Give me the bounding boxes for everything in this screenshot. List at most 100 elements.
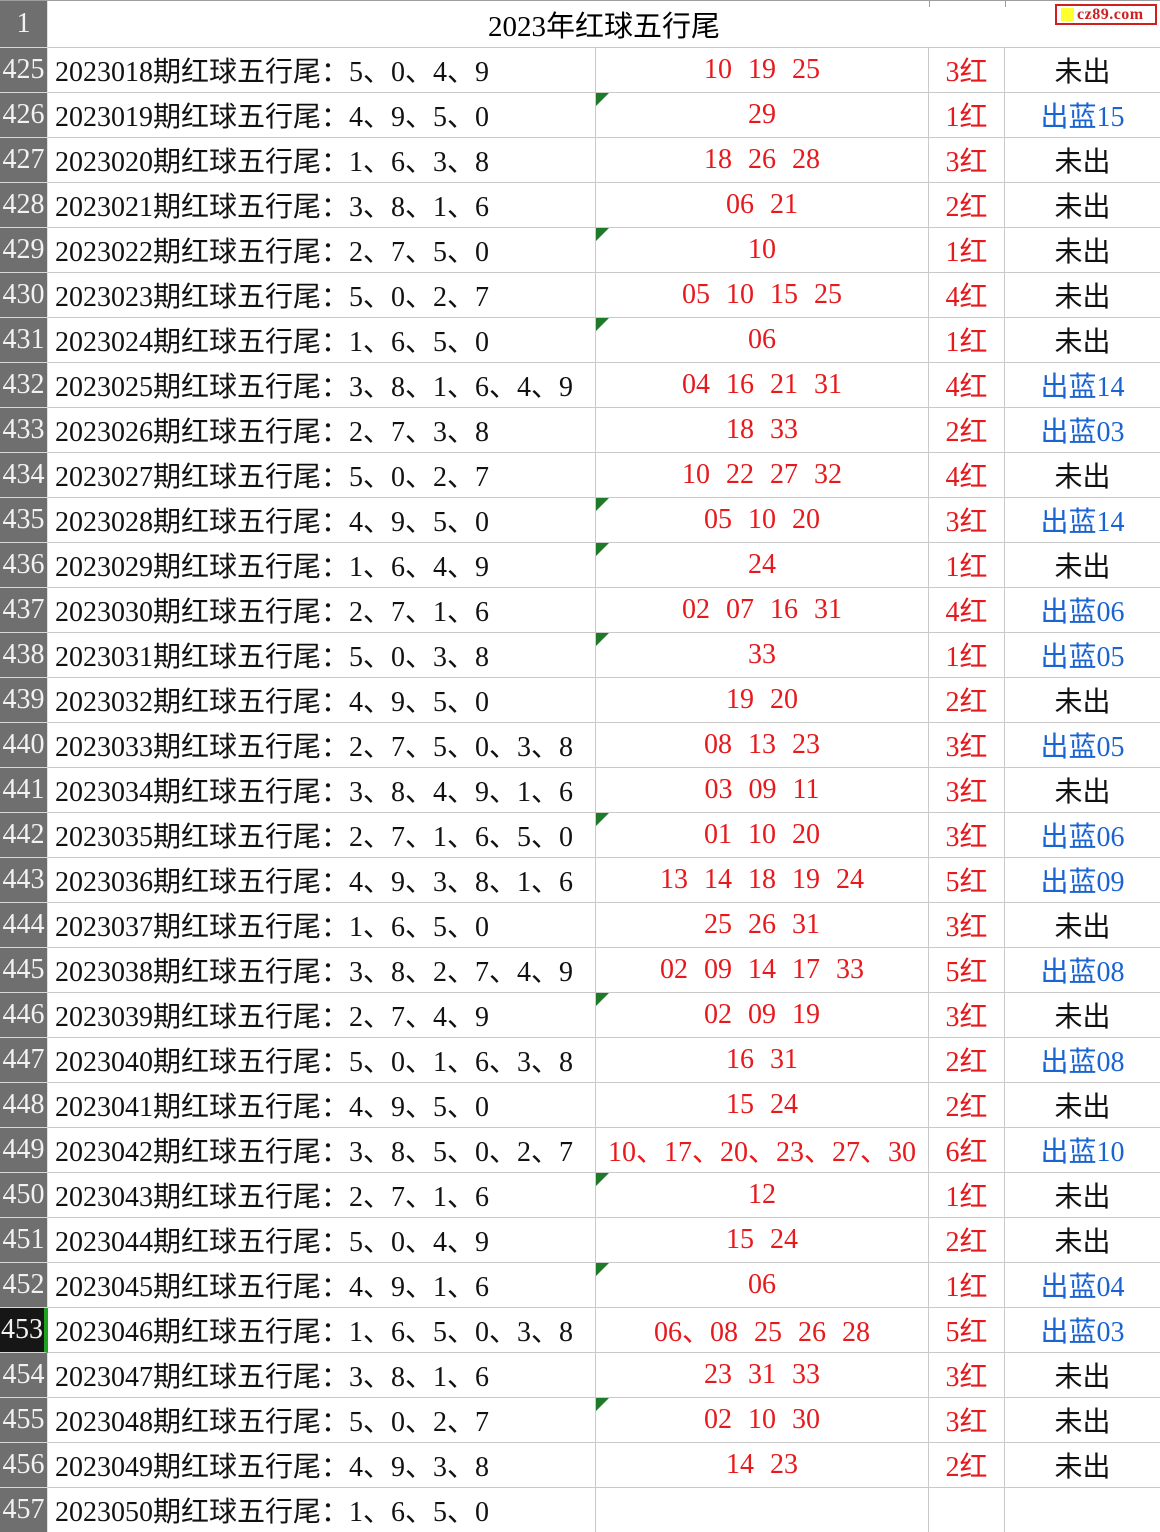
red-count-cell[interactable]: 2红	[929, 1218, 1005, 1263]
red-balls-cell[interactable]: 24	[596, 543, 929, 588]
corner-row-header[interactable]: 1	[0, 1, 48, 48]
period-label-cell[interactable]: 2023025期红球五行尾：3、8、1、6、4、9	[48, 363, 596, 408]
row-header-cell[interactable]: 432	[0, 363, 48, 408]
red-balls-cell[interactable]: 06 21	[596, 183, 929, 228]
red-count-cell[interactable]: 1红	[929, 318, 1005, 363]
red-count-cell[interactable]: 2红	[929, 678, 1005, 723]
red-balls-cell[interactable]: 06	[596, 1263, 929, 1308]
row-header-cell[interactable]: 446	[0, 993, 48, 1038]
red-balls-cell[interactable]: 10、17、20、23、27、30	[596, 1128, 929, 1173]
blue-status-cell[interactable]: 出蓝10	[1005, 1128, 1160, 1173]
row-header-cell[interactable]: 451	[0, 1218, 48, 1263]
period-label-cell[interactable]: 2023026期红球五行尾：2、7、3、8	[48, 408, 596, 453]
period-label-cell[interactable]: 2023039期红球五行尾：2、7、4、9	[48, 993, 596, 1038]
row-header-cell[interactable]: 444	[0, 903, 48, 948]
blue-status-cell[interactable]: 出蓝14	[1005, 498, 1160, 543]
blue-status-cell[interactable]: 未出	[1005, 1443, 1160, 1488]
blue-status-cell[interactable]: 未出	[1005, 543, 1160, 588]
row-header-cell[interactable]: 445	[0, 948, 48, 993]
red-count-cell[interactable]: 1红	[929, 228, 1005, 273]
red-balls-cell[interactable]: 08 13 23	[596, 723, 929, 768]
red-balls-cell[interactable]: 15 24	[596, 1218, 929, 1263]
red-count-cell[interactable]: 5红	[929, 858, 1005, 903]
red-count-cell[interactable]: 1红	[929, 543, 1005, 588]
red-count-cell[interactable]: 4红	[929, 453, 1005, 498]
red-balls-cell[interactable]: 01 10 20	[596, 813, 929, 858]
period-label-cell[interactable]: 2023044期红球五行尾：5、0、4、9	[48, 1218, 596, 1263]
logo-cz89[interactable]: cz89.com	[1055, 4, 1157, 25]
blue-status-cell[interactable]: 未出	[1005, 903, 1160, 948]
row-header-cell[interactable]: 440	[0, 723, 48, 768]
row-header-cell[interactable]: 431	[0, 318, 48, 363]
blue-status-cell[interactable]: 未出	[1005, 453, 1160, 498]
blue-status-cell[interactable]: 未出	[1005, 1218, 1160, 1263]
red-count-cell[interactable]: 1红	[929, 93, 1005, 138]
red-balls-cell[interactable]: 10	[596, 228, 929, 273]
row-header-cell[interactable]: 447	[0, 1038, 48, 1083]
red-balls-cell[interactable]: 15 24	[596, 1083, 929, 1128]
red-count-cell[interactable]: 3红	[929, 1353, 1005, 1398]
period-label-cell[interactable]: 2023037期红球五行尾：1、6、5、0	[48, 903, 596, 948]
period-label-cell[interactable]: 2023029期红球五行尾：1、6、4、9	[48, 543, 596, 588]
red-balls-cell[interactable]: 19 20	[596, 678, 929, 723]
row-header-cell[interactable]: 452	[0, 1263, 48, 1308]
red-count-cell[interactable]: 3红	[929, 903, 1005, 948]
blue-status-cell[interactable]: 未出	[1005, 1173, 1160, 1218]
red-count-cell[interactable]: 2红	[929, 408, 1005, 453]
red-balls-cell[interactable]: 02 07 16 31	[596, 588, 929, 633]
red-balls-cell[interactable]: 16 31	[596, 1038, 929, 1083]
red-count-cell[interactable]: 2红	[929, 1083, 1005, 1128]
red-balls-cell[interactable]: 05 10 20	[596, 498, 929, 543]
blue-status-cell[interactable]: 未出	[1005, 138, 1160, 183]
red-count-cell[interactable]: 1红	[929, 1263, 1005, 1308]
red-count-cell[interactable]: 3红	[929, 48, 1005, 93]
row-header-cell[interactable]: 433	[0, 408, 48, 453]
row-header-cell[interactable]: 441	[0, 768, 48, 813]
row-header-cell[interactable]: 448	[0, 1083, 48, 1128]
period-label-cell[interactable]: 2023018期红球五行尾：5、0、4、9	[48, 48, 596, 93]
red-count-cell[interactable]: 3红	[929, 993, 1005, 1038]
red-balls-cell[interactable]: 18 26 28	[596, 138, 929, 183]
red-count-cell[interactable]: 2红	[929, 1038, 1005, 1083]
blue-status-cell[interactable]: 未出	[1005, 678, 1160, 723]
red-balls-cell[interactable]: 03 09 11	[596, 768, 929, 813]
red-count-cell[interactable]: 4红	[929, 588, 1005, 633]
period-label-cell[interactable]: 2023036期红球五行尾：4、9、3、8、1、6	[48, 858, 596, 903]
red-balls-cell[interactable]: 23 31 33	[596, 1353, 929, 1398]
red-count-cell[interactable]: 1红	[929, 633, 1005, 678]
period-label-cell[interactable]: 2023019期红球五行尾：4、9、5、0	[48, 93, 596, 138]
blue-status-cell[interactable]: 出蓝14	[1005, 363, 1160, 408]
red-count-cell[interactable]: 2红	[929, 1443, 1005, 1488]
row-header-cell[interactable]: 457	[0, 1488, 48, 1532]
red-count-cell[interactable]: 5红	[929, 948, 1005, 993]
red-balls-cell[interactable]: 10 22 27 32	[596, 453, 929, 498]
red-count-cell[interactable]: 3红	[929, 813, 1005, 858]
blue-status-cell[interactable]: 未出	[1005, 993, 1160, 1038]
period-label-cell[interactable]: 2023030期红球五行尾：2、7、1、6	[48, 588, 596, 633]
period-label-cell[interactable]: 2023041期红球五行尾：4、9、5、0	[48, 1083, 596, 1128]
row-header-cell[interactable]: 427	[0, 138, 48, 183]
blue-status-cell[interactable]	[1005, 1488, 1160, 1532]
row-header-cell[interactable]: 455	[0, 1398, 48, 1443]
period-label-cell[interactable]: 2023038期红球五行尾：3、8、2、7、4、9	[48, 948, 596, 993]
red-balls-cell[interactable]: 06、08 25 26 28	[596, 1308, 929, 1353]
period-label-cell[interactable]: 2023022期红球五行尾：2、7、5、0	[48, 228, 596, 273]
blue-status-cell[interactable]: 出蓝03	[1005, 1308, 1160, 1353]
blue-status-cell[interactable]: 出蓝03	[1005, 408, 1160, 453]
period-label-cell[interactable]: 2023032期红球五行尾：4、9、5、0	[48, 678, 596, 723]
period-label-cell[interactable]: 2023047期红球五行尾：3、8、1、6	[48, 1353, 596, 1398]
red-count-cell[interactable]: 4红	[929, 363, 1005, 408]
red-count-cell[interactable]: 4红	[929, 273, 1005, 318]
blue-status-cell[interactable]: 未出	[1005, 183, 1160, 228]
period-label-cell[interactable]: 2023024期红球五行尾：1、6、5、0	[48, 318, 596, 363]
red-count-cell[interactable]: 1红	[929, 1173, 1005, 1218]
red-count-cell[interactable]: 3红	[929, 138, 1005, 183]
row-header-cell[interactable]: 450	[0, 1173, 48, 1218]
period-label-cell[interactable]: 2023028期红球五行尾：4、9、5、0	[48, 498, 596, 543]
period-label-cell[interactable]: 2023023期红球五行尾：5、0、2、7	[48, 273, 596, 318]
period-label-cell[interactable]: 2023045期红球五行尾：4、9、1、6	[48, 1263, 596, 1308]
blue-status-cell[interactable]: 出蓝05	[1005, 633, 1160, 678]
red-count-cell[interactable]: 2红	[929, 183, 1005, 228]
blue-status-cell[interactable]: 出蓝09	[1005, 858, 1160, 903]
red-balls-cell[interactable]: 25 26 31	[596, 903, 929, 948]
